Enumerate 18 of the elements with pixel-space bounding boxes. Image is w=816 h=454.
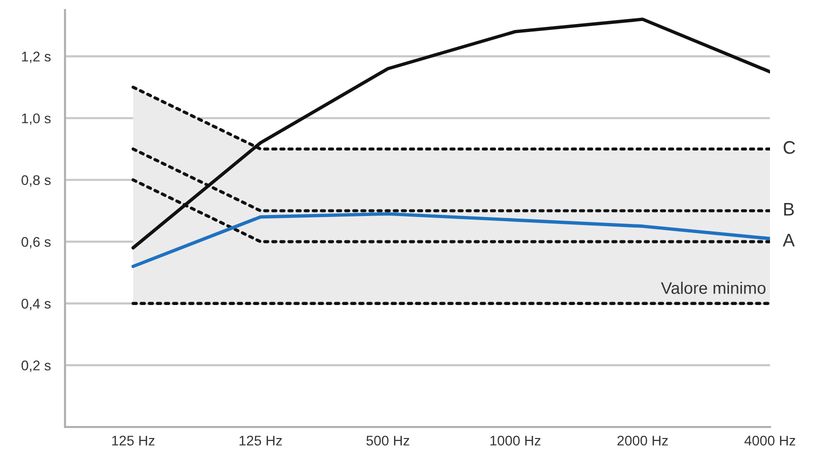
y-tick-label: 0,6 s xyxy=(22,237,51,248)
x-tick-label: 500 Hz xyxy=(366,436,410,446)
series-label: C xyxy=(784,141,796,154)
series-label: A xyxy=(782,234,795,246)
x-tick-label: 125 Hz xyxy=(240,436,282,446)
y-tick-label: 1,2 s xyxy=(22,52,51,64)
x-tick-label: 125 Hz xyxy=(112,436,154,446)
x-tick-label: 4000 Hz xyxy=(744,436,796,446)
y-tick-label: 0,2 s xyxy=(22,360,51,372)
line-series xyxy=(131,212,770,268)
y-tick-label: 0,8 s xyxy=(22,175,51,187)
line-series xyxy=(131,18,770,250)
y-tick-label: 1,0 s xyxy=(22,113,51,125)
y-tick-label: 0,4 s xyxy=(22,298,51,310)
x-tick-label: 1000 Hz xyxy=(490,436,540,446)
series-label: B xyxy=(784,203,794,216)
x-tick-label: 2000 Hz xyxy=(617,436,668,446)
series-label: Valore minimo xyxy=(660,282,766,294)
